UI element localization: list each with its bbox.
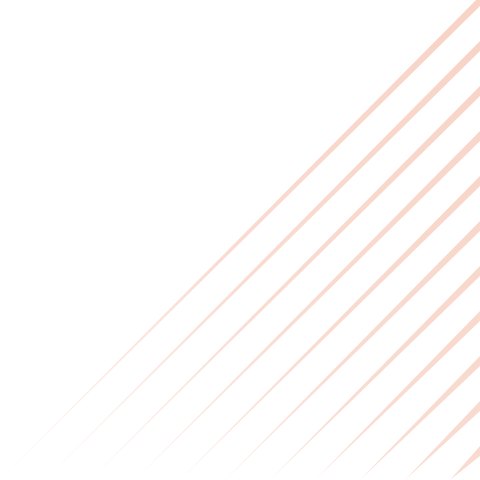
stripe <box>270 266 480 480</box>
stripe <box>315 311 480 480</box>
stripe <box>360 356 480 480</box>
stripe <box>405 401 480 480</box>
stripe <box>90 86 480 480</box>
stripe <box>45 41 480 480</box>
stripe <box>225 221 480 480</box>
stripe <box>450 446 480 480</box>
stripe <box>180 176 480 480</box>
stripe <box>135 131 480 480</box>
